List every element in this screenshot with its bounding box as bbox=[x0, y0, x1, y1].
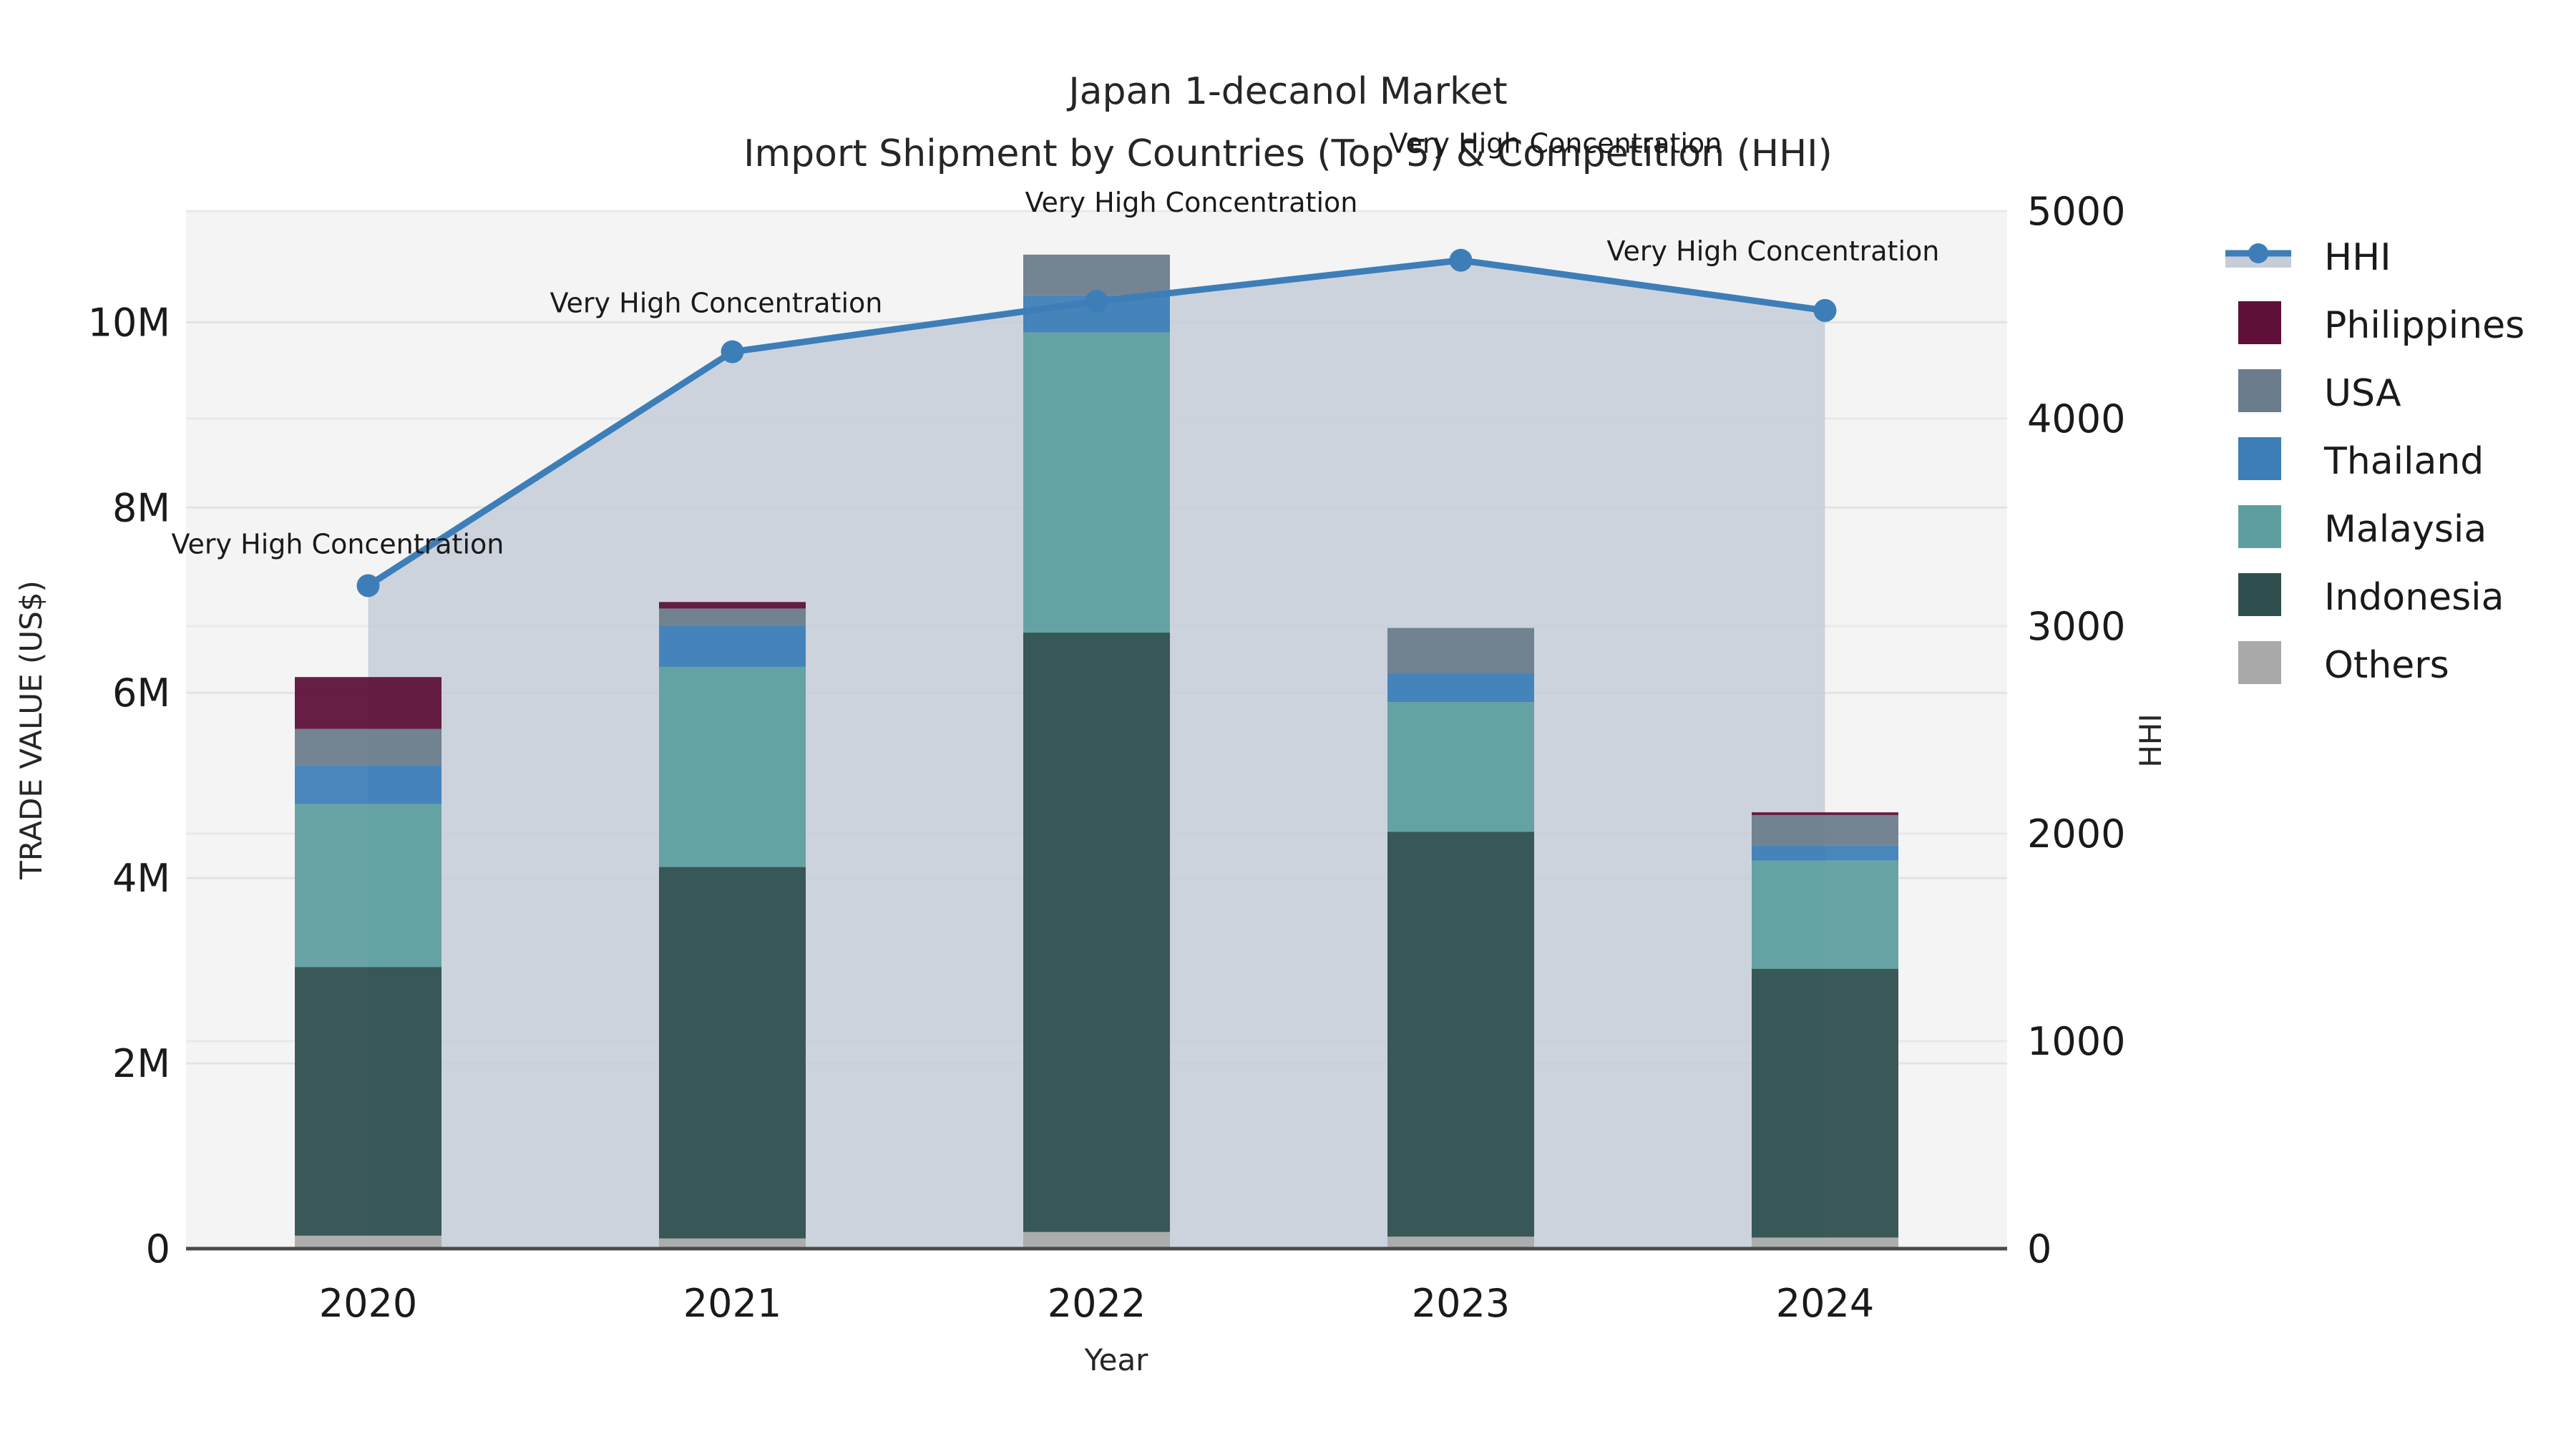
legend-item-others[interactable]: Others bbox=[2238, 641, 2449, 687]
legend-item-usa[interactable]: USA bbox=[2238, 369, 2401, 415]
y-tick-left: 10M bbox=[88, 300, 170, 345]
legend-swatch-icon bbox=[2238, 437, 2281, 480]
stacked-bars bbox=[295, 254, 1898, 1249]
legend-swatch-icon bbox=[2238, 505, 2281, 548]
bar-segment-malaysia[interactable] bbox=[1023, 332, 1170, 633]
y-tick-right: 1000 bbox=[2027, 1019, 2125, 1064]
bar-segment-indonesia[interactable] bbox=[295, 967, 441, 1236]
annotation-label: Very High Concentration bbox=[172, 528, 504, 560]
bar-segment-malaysia[interactable] bbox=[295, 804, 441, 967]
bar-stack[interactable] bbox=[659, 602, 806, 1249]
x-tick-2023: 2023 bbox=[1412, 1281, 1510, 1326]
bar-stack[interactable] bbox=[1387, 628, 1534, 1249]
legend-label: Philippines bbox=[2324, 304, 2524, 347]
bar-segment-usa[interactable] bbox=[1387, 628, 1534, 674]
bar-segment-usa[interactable] bbox=[1752, 815, 1898, 846]
chart-title-line1: Japan 1-decanol Market bbox=[1066, 70, 1507, 113]
legend-item-indonesia[interactable]: Indonesia bbox=[2238, 573, 2504, 619]
hhi-marker[interactable] bbox=[1813, 298, 1837, 322]
bar-segment-others[interactable] bbox=[1023, 1231, 1170, 1249]
y-tick-left: 2M bbox=[112, 1041, 170, 1086]
x-tick-2024: 2024 bbox=[1776, 1281, 1874, 1326]
annotation-label: Very High Concentration bbox=[1607, 235, 1940, 267]
legend-label: Malaysia bbox=[2324, 508, 2487, 551]
x-tick-2021: 2021 bbox=[683, 1281, 781, 1326]
bar-segment-others[interactable] bbox=[1387, 1236, 1534, 1249]
legend-swatch-icon bbox=[2238, 369, 2281, 412]
bar-stack[interactable] bbox=[1023, 254, 1170, 1249]
y-tick-right: 2000 bbox=[2027, 811, 2125, 857]
legend-label: Indonesia bbox=[2324, 576, 2504, 619]
bar-segment-indonesia[interactable] bbox=[1387, 831, 1534, 1237]
y-tick-right: 0 bbox=[2027, 1226, 2051, 1272]
bar-segment-usa[interactable] bbox=[295, 728, 441, 766]
legend-label: HHI bbox=[2324, 236, 2391, 279]
bar-segment-philippines[interactable] bbox=[295, 677, 441, 729]
legend-label: Thailand bbox=[2323, 440, 2484, 483]
y-tick-left: 6M bbox=[112, 670, 170, 716]
y-axis-right-label: HHI bbox=[2133, 713, 2168, 768]
y-tick-right: 3000 bbox=[2027, 604, 2125, 649]
hhi-marker[interactable] bbox=[356, 574, 380, 597]
bar-segment-indonesia[interactable] bbox=[1752, 969, 1898, 1238]
x-axis-label: Year bbox=[1084, 1342, 1149, 1377]
legend-item-philippines[interactable]: Philippines bbox=[2238, 301, 2524, 347]
bar-segment-others[interactable] bbox=[659, 1238, 806, 1249]
bar-segment-thailand[interactable] bbox=[295, 765, 441, 804]
hhi-marker[interactable] bbox=[721, 340, 744, 364]
bar-segment-others[interactable] bbox=[295, 1235, 441, 1249]
annotation-label: Very High Concentration bbox=[1025, 187, 1358, 218]
legend-label: USA bbox=[2324, 372, 2401, 415]
y-tick-right: 4000 bbox=[2027, 396, 2125, 441]
legend-swatch-icon bbox=[2238, 641, 2281, 684]
bar-segment-philippines[interactable] bbox=[659, 602, 806, 609]
annotation-label: Very High Concentration bbox=[550, 288, 883, 319]
bar-segment-philippines[interactable] bbox=[1752, 812, 1898, 816]
x-axis-ticks: 2020 2021 2022 2023 2024 bbox=[319, 1281, 1874, 1326]
legend-swatch-icon bbox=[2238, 301, 2281, 344]
bar-segment-thailand[interactable] bbox=[1387, 673, 1534, 703]
y-tick-left: 8M bbox=[112, 485, 170, 530]
y-axis-left-label: TRADE VALUE (US$) bbox=[14, 580, 49, 880]
bar-segment-thailand[interactable] bbox=[659, 626, 806, 667]
y-tick-left: 0 bbox=[146, 1226, 170, 1272]
chart-legend[interactable]: HHI Philippines USA Thailand Malaysia Indones… bbox=[2225, 236, 2524, 687]
hhi-marker[interactable] bbox=[1085, 290, 1108, 313]
bar-segment-malaysia[interactable] bbox=[1752, 860, 1898, 970]
y-axis-right-ticks: 0 1000 2000 3000 4000 5000 bbox=[2027, 189, 2125, 1272]
chart-title-line2: Import Shipment by Countries (Top 5) & C… bbox=[743, 132, 1833, 175]
x-tick-2022: 2022 bbox=[1048, 1281, 1146, 1326]
legend-swatch-icon bbox=[2238, 573, 2281, 616]
bar-segment-indonesia[interactable] bbox=[659, 867, 806, 1239]
legend-marker-icon bbox=[2248, 243, 2268, 263]
bar-segment-malaysia[interactable] bbox=[1387, 702, 1534, 832]
y-tick-right: 5000 bbox=[2027, 189, 2125, 234]
legend-item-hhi[interactable]: HHI bbox=[2225, 236, 2391, 279]
bar-segment-others[interactable] bbox=[1752, 1237, 1898, 1249]
legend-label: Others bbox=[2324, 644, 2449, 687]
bar-stack[interactable] bbox=[295, 677, 441, 1249]
bar-segment-malaysia[interactable] bbox=[659, 666, 806, 867]
bar-segment-indonesia[interactable] bbox=[1023, 633, 1170, 1232]
bar-segment-usa[interactable] bbox=[1023, 254, 1170, 296]
y-axis-left-ticks: 0 2M 4M 6M 8M 10M bbox=[88, 300, 170, 1272]
x-tick-2020: 2020 bbox=[319, 1281, 417, 1326]
bar-segment-usa[interactable] bbox=[659, 608, 806, 626]
legend-item-thailand[interactable]: Thailand bbox=[2238, 437, 2484, 483]
concentration-annotations: Very High Concentration Very High Concent… bbox=[172, 128, 1940, 560]
hhi-line-series bbox=[356, 248, 1837, 597]
bar-segment-thailand[interactable] bbox=[1752, 845, 1898, 861]
legend-item-malaysia[interactable]: Malaysia bbox=[2238, 505, 2487, 551]
y-tick-left: 4M bbox=[112, 856, 170, 901]
hhi-marker[interactable] bbox=[1449, 248, 1473, 272]
annotation-label: Very High Concentration bbox=[1390, 128, 1722, 160]
bar-stack[interactable] bbox=[1752, 812, 1898, 1249]
